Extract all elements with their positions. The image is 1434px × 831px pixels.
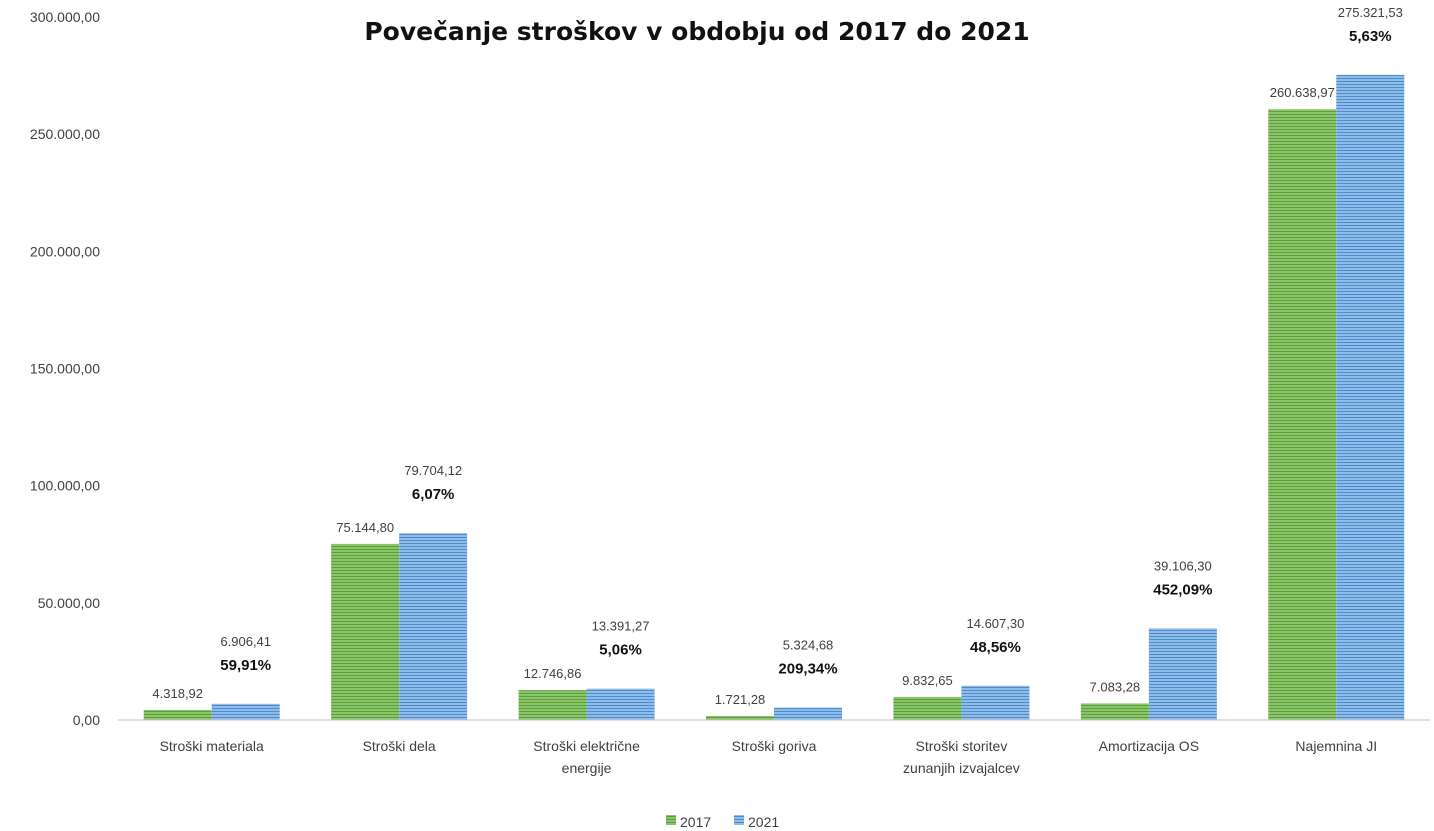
legend-label-2021: 2021	[748, 814, 779, 830]
y-tick-label: 300.000,00	[30, 9, 100, 25]
data-label-2017: 7.083,28	[1090, 679, 1141, 694]
bar-2017	[518, 690, 587, 720]
legend: 2017 2021	[666, 814, 779, 830]
bar-2017	[1268, 109, 1337, 720]
bars	[143, 74, 1405, 720]
bar-2021	[774, 707, 842, 720]
data-label-2021: 5.324,68	[783, 638, 834, 653]
y-tick-label: 100.000,00	[30, 478, 100, 494]
data-label-2017: 4.318,92	[152, 686, 203, 701]
data-label-2021: 6.906,41	[220, 634, 271, 649]
category-label: Amortizacija OS	[1099, 738, 1199, 754]
percent-label: 5,06%	[599, 642, 642, 659]
chart-title: Povečanje stroškov v obdobju od 2017 do …	[364, 17, 1029, 46]
category-label: Stroški dela	[363, 738, 436, 754]
bar-2017	[893, 696, 962, 720]
bar-2017	[331, 543, 400, 720]
percent-label: 6,07%	[412, 486, 455, 503]
percent-label: 209,34%	[778, 661, 837, 678]
y-tick-label: 250.000,00	[30, 126, 100, 142]
legend-label-2017: 2017	[680, 814, 711, 830]
category-label: Stroški električne	[533, 738, 640, 754]
bar-2017	[1080, 703, 1149, 720]
category-label: Stroški goriva	[732, 738, 817, 754]
y-tick-label: 0,00	[73, 712, 100, 728]
y-tick-label: 50.000,00	[38, 595, 100, 611]
data-label-2021: 13.391,27	[592, 619, 650, 634]
data-label-2021: 275.321,53	[1338, 5, 1403, 20]
bar-2021	[961, 685, 1030, 720]
percent-label: 59,91%	[220, 657, 271, 674]
legend-swatch-2017	[666, 815, 676, 825]
data-label-2021: 14.607,30	[967, 616, 1025, 631]
bar-2017	[706, 715, 774, 720]
data-label-2017: 12.746,86	[524, 666, 582, 681]
y-tick-label: 150.000,00	[30, 361, 100, 377]
bar-2021	[399, 533, 468, 720]
category-label: energije	[562, 760, 612, 776]
data-label-2017: 1.721,28	[715, 692, 766, 707]
data-label-2021: 79.704,12	[404, 463, 462, 478]
bar-2021	[586, 688, 655, 720]
category-label: Stroški storitev	[916, 738, 1008, 754]
percent-label: 5,63%	[1349, 28, 1392, 45]
data-label-2021: 39.106,30	[1154, 558, 1212, 573]
data-labels: 4.318,92 6.906,41 59,91% 75.144,80 79.704,12…	[152, 5, 1402, 707]
percent-label: 48,56%	[970, 639, 1021, 656]
bar-2021	[1148, 628, 1217, 720]
category-label: zunanjih izvajalcev	[903, 760, 1020, 776]
y-tick-label: 200.000,00	[30, 243, 100, 259]
category-labels: Stroški materiala Stroški dela Stroški ele…	[160, 738, 1378, 776]
data-label-2017: 260.638,97	[1270, 85, 1335, 100]
bar-2017	[143, 709, 212, 720]
data-label-2017: 9.832,65	[902, 673, 953, 688]
percent-label: 452,09%	[1153, 581, 1212, 598]
y-axis: 0,00 50.000,00 100.000,00 150.000,00 200.000…	[30, 9, 100, 728]
legend-swatch-2021	[734, 815, 744, 825]
data-label-2017: 75.144,80	[336, 520, 394, 535]
bar-2021	[211, 703, 280, 720]
category-label: Najemnina JI	[1295, 738, 1377, 754]
bar-2021	[1336, 74, 1405, 720]
category-label: Stroški materiala	[160, 738, 264, 754]
